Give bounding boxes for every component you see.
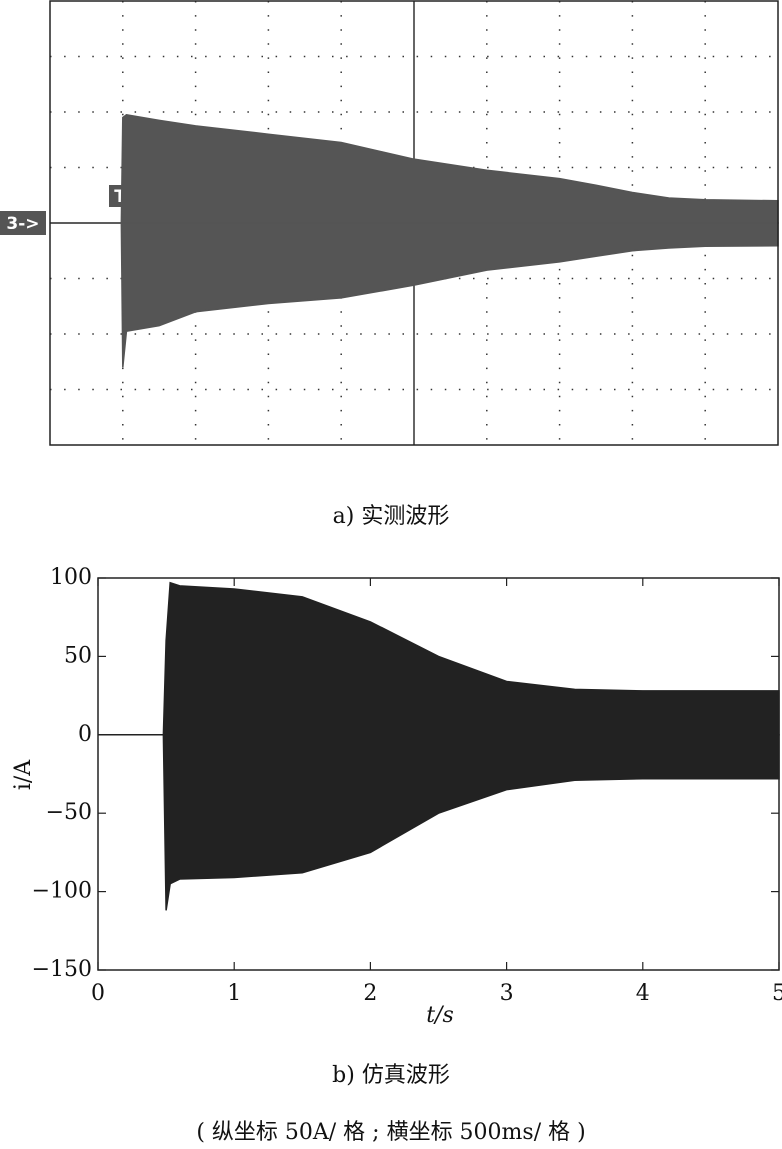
waveform-area <box>98 581 780 736</box>
x-tick-label: 3 <box>500 981 514 1006</box>
plot-frame <box>97 577 780 971</box>
channel-marker-box <box>0 211 46 235</box>
y-tick-label: 0 <box>78 722 92 747</box>
y-tick-label: 100 <box>50 565 92 590</box>
caption: a) 实测波形 <box>333 504 450 529</box>
x-tick-label: 5 <box>772 981 782 1006</box>
plot-frame <box>49 0 779 446</box>
x-tick-label: 2 <box>363 981 377 1006</box>
waveform-area <box>98 734 780 911</box>
y-tick-label: −100 <box>32 879 92 904</box>
y-tick-label: 50 <box>64 643 92 668</box>
waveform-area <box>50 222 779 368</box>
note: ( 纵坐标 50A/ 格 ; 横坐标 500ms/ 格 ) <box>196 1120 585 1145</box>
y-axis-label: i/A <box>11 759 36 790</box>
x-tick-label: 4 <box>636 981 650 1006</box>
channel-marker: 3-> <box>6 214 39 234</box>
caption: b) 仿真波形 <box>332 1063 450 1088</box>
y-tick-label: −50 <box>46 800 92 825</box>
x-tick-label: 1 <box>227 981 241 1006</box>
x-tick-label: 0 <box>91 981 105 1006</box>
x-axis-label: t/s <box>426 1003 454 1028</box>
y-tick-label: −150 <box>32 957 92 982</box>
waveform-area <box>50 113 779 224</box>
